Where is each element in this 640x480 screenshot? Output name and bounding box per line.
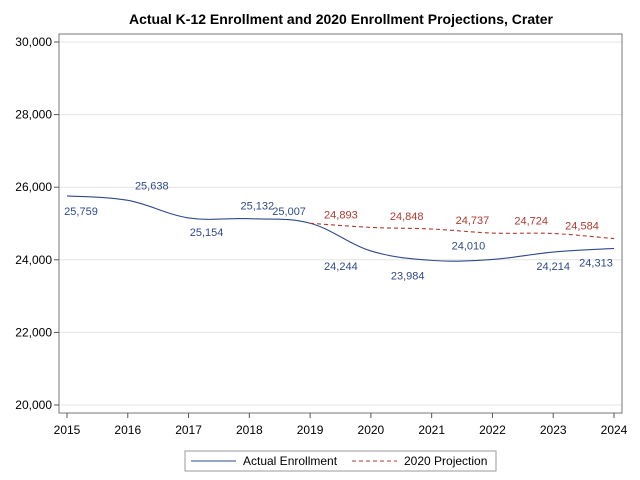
legend-label-projection: 2020 Projection [404, 454, 487, 468]
series [66, 195, 615, 262]
data-label-projection: 24,737 [456, 215, 490, 227]
y-tick-label: 28,000 [15, 108, 52, 122]
plot-area [58, 33, 623, 414]
x-tick-label: 2020 [358, 423, 385, 437]
data-label-actual: 25,638 [135, 180, 169, 192]
y-tick-label: 20,000 [15, 398, 52, 412]
data-label-actual: 23,984 [391, 270, 425, 282]
x-tick-label: 2015 [54, 423, 81, 437]
data-label-actual: 25,154 [190, 227, 224, 239]
data-label-actual: 25,132 [241, 201, 275, 213]
chart-title: Actual K-12 Enrollment and 2020 Enrollme… [129, 11, 554, 27]
x-tick-label: 2022 [479, 423, 506, 437]
data-label-actual: 25,007 [272, 206, 306, 218]
grid [59, 41, 622, 406]
data-label-projection: 24,584 [565, 221, 599, 233]
y-tick-label: 26,000 [15, 180, 52, 194]
x-tick-label: 2017 [175, 423, 202, 437]
data-label-projection: 24,893 [324, 209, 358, 221]
legend-frame [184, 450, 497, 472]
x-tick-label: 2019 [297, 423, 324, 437]
x-tick-label: 2024 [601, 423, 628, 437]
series-line-actual [66, 195, 615, 262]
x-tick-label: 2023 [540, 423, 567, 437]
data-label-actual: 24,214 [536, 261, 570, 273]
data-label-projection: 24,724 [514, 216, 548, 228]
y-tick-label: 24,000 [15, 253, 52, 267]
data-label-projection: 24,848 [390, 211, 424, 223]
legend-label-actual: Actual Enrollment [243, 454, 338, 468]
x-tick-label: 2016 [114, 423, 141, 437]
legend: Actual Enrollment 2020 Projection [184, 450, 497, 472]
y-tick-label: 30,000 [15, 35, 52, 49]
x-tick-label: 2021 [418, 423, 445, 437]
data-label-actual: 24,010 [452, 240, 486, 252]
data-label-actual: 24,313 [579, 257, 613, 269]
data-label-actual: 24,244 [324, 261, 358, 273]
x-tick-label: 2018 [236, 423, 263, 437]
y-tick-label: 22,000 [15, 325, 52, 339]
axes: 20,000 22,000 24,000 26,000 28,000 30,000 2015… [15, 35, 627, 437]
data-label-actual: 25,759 [64, 206, 98, 218]
